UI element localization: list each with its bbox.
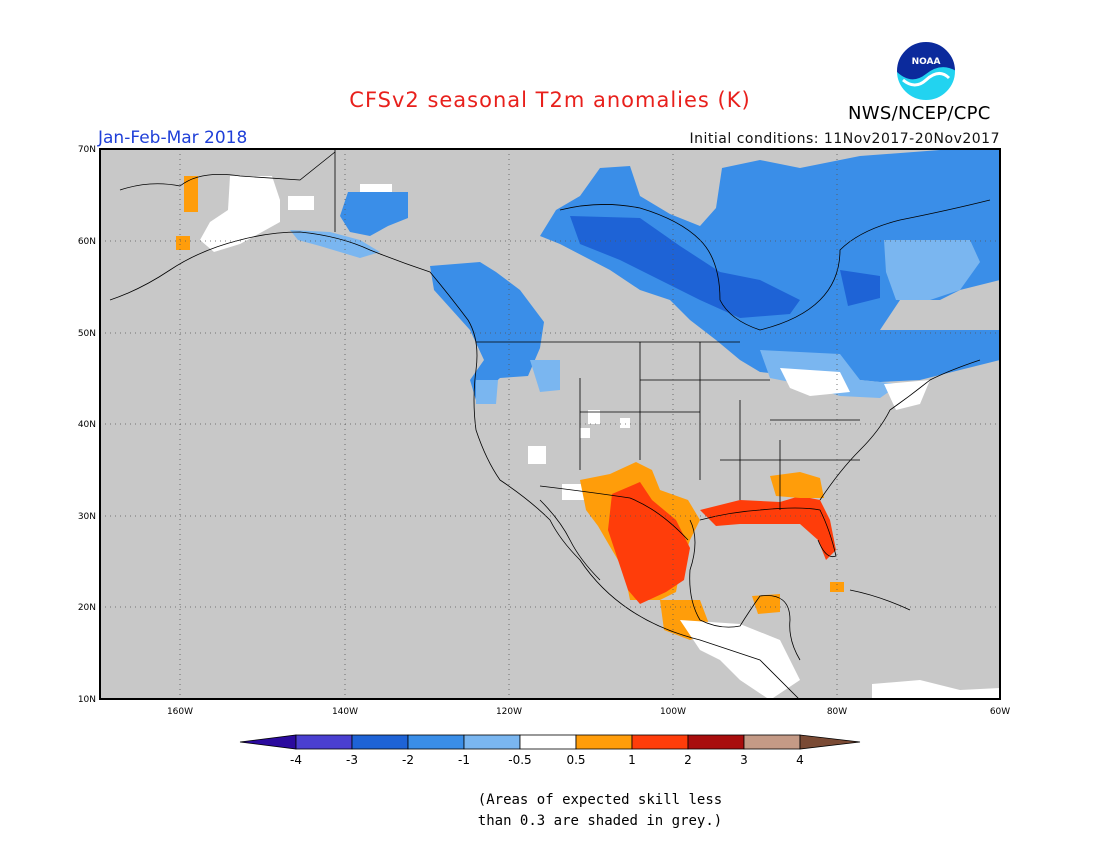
colorbar-arrow-left — [239, 734, 297, 750]
lat-label-50: 50N — [78, 329, 96, 339]
gridlines — [100, 149, 1000, 699]
region-ne-white — [884, 380, 930, 410]
region-labrador-dark-blue — [840, 270, 880, 306]
white-patch-4 — [528, 446, 546, 464]
colorbar-bin-6 — [575, 734, 633, 750]
colorbar-bin-7 — [631, 734, 689, 750]
colorbar-label: 3 — [740, 753, 748, 767]
anomaly-shading — [176, 150, 1000, 699]
region-yukon-white — [360, 184, 392, 192]
coast-arctic — [559, 204, 701, 241]
lon-label-60w: 60W — [990, 707, 1010, 717]
colorbar-label: 0.5 — [566, 753, 585, 767]
white-patch-1 — [588, 410, 600, 424]
colorbar-bin-5 — [519, 734, 577, 750]
skill-note-line-1: (Areas of expected skill less — [477, 792, 723, 808]
lon-label-80w: 80W — [827, 707, 847, 717]
region-central-america-white — [680, 620, 800, 699]
region-bc-blue — [430, 262, 544, 400]
season-label: Jan-Feb-Mar 2018 — [98, 128, 248, 148]
white-patch-3 — [580, 428, 590, 438]
colorbar-label: 1 — [628, 753, 636, 767]
colorbar-bin-4 — [463, 734, 521, 750]
colorbar: -4 -3 -2 -1 -0.5 0.5 1 2 3 4 — [239, 734, 861, 767]
white-patch-2 — [620, 418, 630, 428]
coastlines — [109, 150, 991, 699]
colorbar-label: -3 — [346, 753, 358, 767]
colorbar-label: -2 — [402, 753, 414, 767]
lon-label-120w: 120W — [496, 707, 522, 717]
region-rockies-lightblue — [530, 360, 560, 392]
colorbar-label: 4 — [796, 753, 804, 767]
lat-label-40: 40N — [78, 420, 96, 430]
colorbar-arrow-right — [799, 734, 861, 750]
coast-pacific — [109, 231, 800, 699]
lat-label-10: 10N — [78, 695, 96, 705]
colorbar-bin-2 — [351, 734, 409, 750]
colorbar-label: 2 — [684, 753, 692, 767]
coast-atlantic — [819, 359, 981, 501]
lon-label-100w: 100W — [660, 707, 686, 717]
region-pnw-lightblue — [476, 380, 498, 404]
region-white-patch — [288, 196, 314, 210]
region-gulf-alaska-lightblue — [290, 230, 380, 258]
region-great-lakes-white — [780, 368, 850, 396]
colorbar-label: -1 — [458, 753, 470, 767]
region-yukon-blue — [340, 192, 408, 236]
lat-label-20: 20N — [78, 603, 96, 613]
region-alaska-white — [200, 176, 280, 252]
region-alaska-orange — [184, 176, 198, 212]
colorbar-label: -4 — [290, 753, 302, 767]
coast-cuba — [849, 589, 911, 611]
region-mexico-red — [608, 482, 690, 604]
lon-label-160w: 160W — [167, 707, 193, 717]
colorbar-bin-8 — [687, 734, 745, 750]
initial-conditions-label: Initial conditions: 11Nov2017-20Nov2017 — [689, 131, 1000, 147]
coast-gulf-mexico — [689, 519, 801, 661]
region-quebec-lightblue — [884, 240, 980, 300]
noaa-logo-icon: NOAA — [895, 40, 957, 102]
region-northern-canada-blue — [540, 150, 1000, 382]
map-title: CFSv2 seasonal T2m anomalies (K) — [349, 88, 751, 112]
plot-frame — [99, 148, 1001, 700]
region-hudson-dark-blue — [570, 216, 800, 318]
longitude-labels: 160W 140W 120W 100W 80W 60W — [167, 707, 1010, 717]
coast-baja — [539, 499, 601, 581]
colorbar-label: -0.5 — [508, 753, 531, 767]
coast-alaska-north — [119, 151, 336, 191]
lat-label-70: 70N — [78, 145, 96, 155]
white-patch-5 — [562, 484, 584, 500]
region-caribbean-white — [872, 680, 1000, 699]
lat-label-60: 60N — [78, 237, 96, 247]
colorbar-bin-9 — [743, 734, 801, 750]
latitude-labels: 10N 20N 30N 40N 50N 60N 70N — [78, 145, 96, 705]
border-us-mexico — [539, 485, 689, 541]
region-cuba-orange — [830, 582, 844, 592]
colorbar-bin-3 — [407, 734, 465, 750]
region-gulf-coast-red — [700, 496, 836, 560]
agency-label: NWS/NCEP/CPC — [848, 103, 991, 124]
logo-text: NOAA — [912, 57, 941, 67]
region-alaska-orange-2 — [176, 236, 190, 250]
lat-label-30: 30N — [78, 512, 96, 522]
skill-note: (Areas of expected skill less than 0.3 a… — [430, 790, 770, 832]
coast-hudson — [699, 199, 991, 331]
colorbar-bin-1 — [295, 734, 353, 750]
lon-label-140w: 140W — [332, 707, 358, 717]
coast-gulf-us — [699, 507, 837, 558]
skill-note-line-2: than 0.3 are shaded in grey.) — [477, 813, 723, 829]
region-southeast-orange — [770, 472, 824, 498]
region-yucatan-orange — [752, 594, 780, 614]
